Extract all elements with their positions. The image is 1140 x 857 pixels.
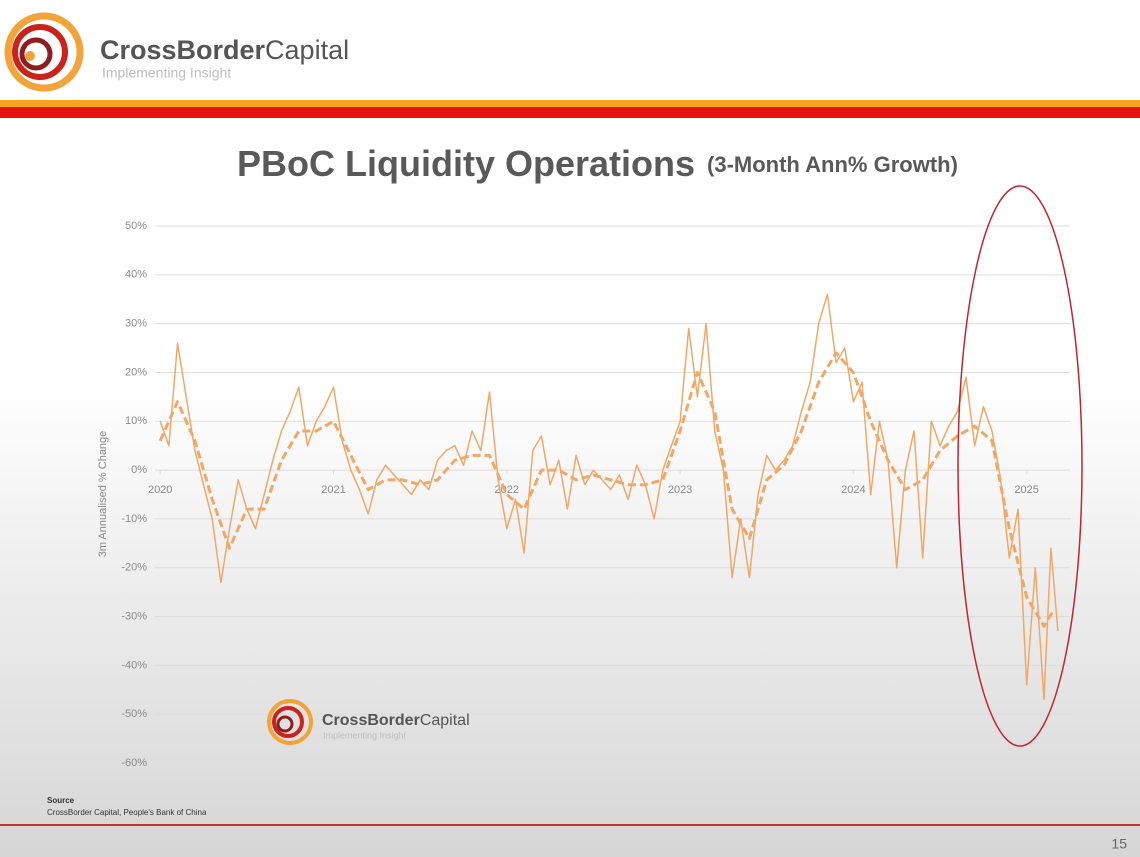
header-bar — [0, 100, 1140, 107]
watermark-regular: Capital — [420, 712, 470, 729]
source-heading: Source — [47, 796, 75, 805]
chart-subtitle: (3-Month Ann% Growth) — [707, 152, 958, 177]
chart-title-line: PBoC Liquidity Operations (3-Month Ann% G… — [237, 143, 958, 184]
y-axis-label: 3m Annualised % Change — [97, 431, 109, 558]
y-tick-label: -10% — [121, 513, 147, 525]
series-line — [158, 351, 1054, 628]
lines — [158, 293, 1059, 701]
brand-regular: Capital — [265, 35, 349, 65]
header-bar — [0, 107, 1140, 118]
x-tick-label: 2024 — [841, 484, 865, 496]
watermark-name: CrossBorderCapital — [322, 712, 470, 729]
y-tick-label: -20% — [121, 562, 147, 574]
brand-name: CrossBorderCapital — [100, 35, 349, 65]
page-number: 15 — [1111, 836, 1127, 852]
brand-bold: CrossBorder — [100, 35, 266, 65]
x-tick-label: 2021 — [321, 484, 345, 496]
source-text: CrossBorder Capital, People's Bank of Ch… — [47, 808, 207, 817]
y-tick-label: -30% — [121, 610, 147, 622]
y-tick-label: 10% — [125, 415, 147, 427]
x-tick-label: 2023 — [668, 484, 692, 496]
x-tick-label: 2022 — [495, 484, 519, 496]
y-tick-label: 30% — [125, 318, 147, 330]
y-tick-label: -40% — [121, 659, 147, 671]
watermark-bold: CrossBorder — [322, 712, 420, 729]
logo-icon — [4, 12, 84, 92]
watermark-tagline: Implementing Insight — [323, 730, 407, 740]
chart-title: PBoC Liquidity Operations — [237, 143, 695, 184]
highlight-ellipse — [957, 185, 1083, 747]
series-line — [159, 293, 1059, 701]
y-tick-label: 0% — [131, 464, 147, 476]
x-tick-label: 2025 — [1014, 484, 1038, 496]
y-tick-label: -50% — [121, 708, 147, 720]
tagline: Implementing Insight — [102, 65, 231, 81]
y-tick-label: 40% — [125, 269, 147, 281]
grid: -60% -50% -40% -30% -20% -10% 0% 10% 20% 30% 40% 50… — [121, 220, 1070, 769]
y-tick-label: -60% — [121, 757, 147, 769]
footer-line — [0, 824, 1140, 826]
y-tick-label: 50% — [125, 220, 147, 232]
y-tick-label: 20% — [125, 366, 147, 378]
x-tick-label: 2020 — [148, 484, 172, 496]
watermark-icon — [267, 699, 313, 745]
